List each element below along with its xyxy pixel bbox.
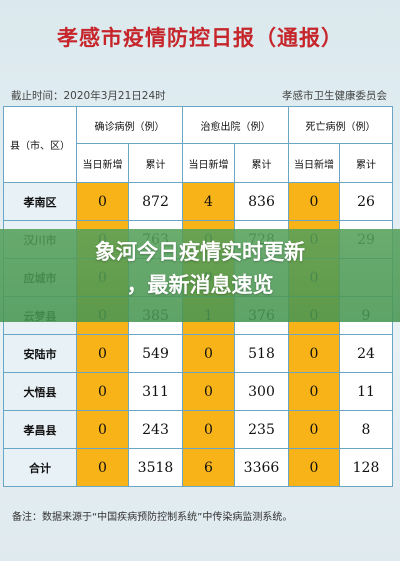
cumulative-cell: 3366	[234, 448, 289, 487]
issuer-text: 孝感市卫生健康委员会	[282, 90, 387, 102]
subheader-new: 当日新增	[182, 143, 235, 183]
subheader-new: 当日新增	[76, 143, 129, 183]
county-name: 孝南区	[3, 182, 77, 221]
cumulative-cell: 235	[234, 410, 289, 449]
daily-new-cell: 0	[288, 334, 340, 373]
headline-overlay	[0, 229, 400, 322]
report-title: 孝感市疫情防控日报（通报）	[57, 25, 343, 50]
cumulative-cell: 3518	[128, 448, 183, 487]
daily-new-cell: 0	[76, 372, 129, 411]
group-header-cured: 治愈出院（例）	[182, 106, 289, 144]
cumulative-cell: 518	[234, 334, 289, 373]
source-note: 备注：数据来源于“中国疾病预防控制系统”中传染病监测系统。	[12, 512, 293, 523]
table-row: 大悟县 0 311 0 300 0 11	[3, 372, 393, 411]
subheader-total: 累计	[128, 143, 183, 183]
cumulative-cell: 311	[128, 372, 183, 411]
county-name: 安陆市	[3, 334, 77, 373]
county-name: 孝昌县	[3, 410, 77, 449]
table-row: 孝昌县 0 243 0 235 0 8	[3, 410, 393, 449]
county-name: 合计	[3, 448, 77, 487]
daily-new-cell: 0	[182, 410, 235, 449]
county-name: 大悟县	[3, 372, 77, 411]
subheader-total: 累计	[339, 143, 393, 183]
table-row: 安陆市 0 549 0 518 0 24	[3, 334, 393, 373]
county-header: 县（市、区）	[3, 106, 77, 183]
group-header-deaths: 死亡病例（例）	[288, 106, 393, 144]
daily-new-cell: 0	[288, 182, 340, 221]
cumulative-cell: 836	[234, 182, 289, 221]
table-row: 孝南区 0 872 4 836 0 26	[3, 182, 393, 221]
subheader-total: 累计	[234, 143, 289, 183]
daily-new-cell: 0	[76, 410, 129, 449]
daily-new-cell: 0	[76, 334, 129, 373]
daily-new-cell: 0	[288, 372, 340, 411]
group-header-confirmed: 确诊病例（例）	[76, 106, 183, 144]
cumulative-cell: 26	[339, 182, 393, 221]
cumulative-cell: 549	[128, 334, 183, 373]
cumulative-cell: 24	[339, 334, 393, 373]
daily-new-cell: 6	[182, 448, 235, 487]
cumulative-cell: 300	[234, 372, 289, 411]
headline-line-1: 象河今日疫情实时更新	[95, 240, 305, 264]
cumulative-cell: 128	[339, 448, 393, 487]
headline-line-2: ，最新消息速览	[126, 273, 274, 297]
subheader-new: 当日新增	[288, 143, 340, 183]
table-row: 合计 0 3518 6 3366 0 128	[3, 448, 393, 487]
daily-new-cell: 0	[76, 182, 129, 221]
cumulative-cell: 872	[128, 182, 183, 221]
daily-new-cell: 4	[182, 182, 235, 221]
cumulative-cell: 11	[339, 372, 393, 411]
daily-new-cell: 0	[288, 410, 340, 449]
deadline-text: 截止时间：2020年3月21日24时	[11, 90, 166, 102]
daily-new-cell: 0	[288, 448, 340, 487]
daily-new-cell: 0	[182, 334, 235, 373]
daily-new-cell: 0	[182, 372, 235, 411]
headline: 象河今日疫情实时更新 ，最新消息速览	[0, 236, 400, 302]
cumulative-cell: 243	[128, 410, 183, 449]
cumulative-cell: 8	[339, 410, 393, 449]
daily-new-cell: 0	[76, 448, 129, 487]
